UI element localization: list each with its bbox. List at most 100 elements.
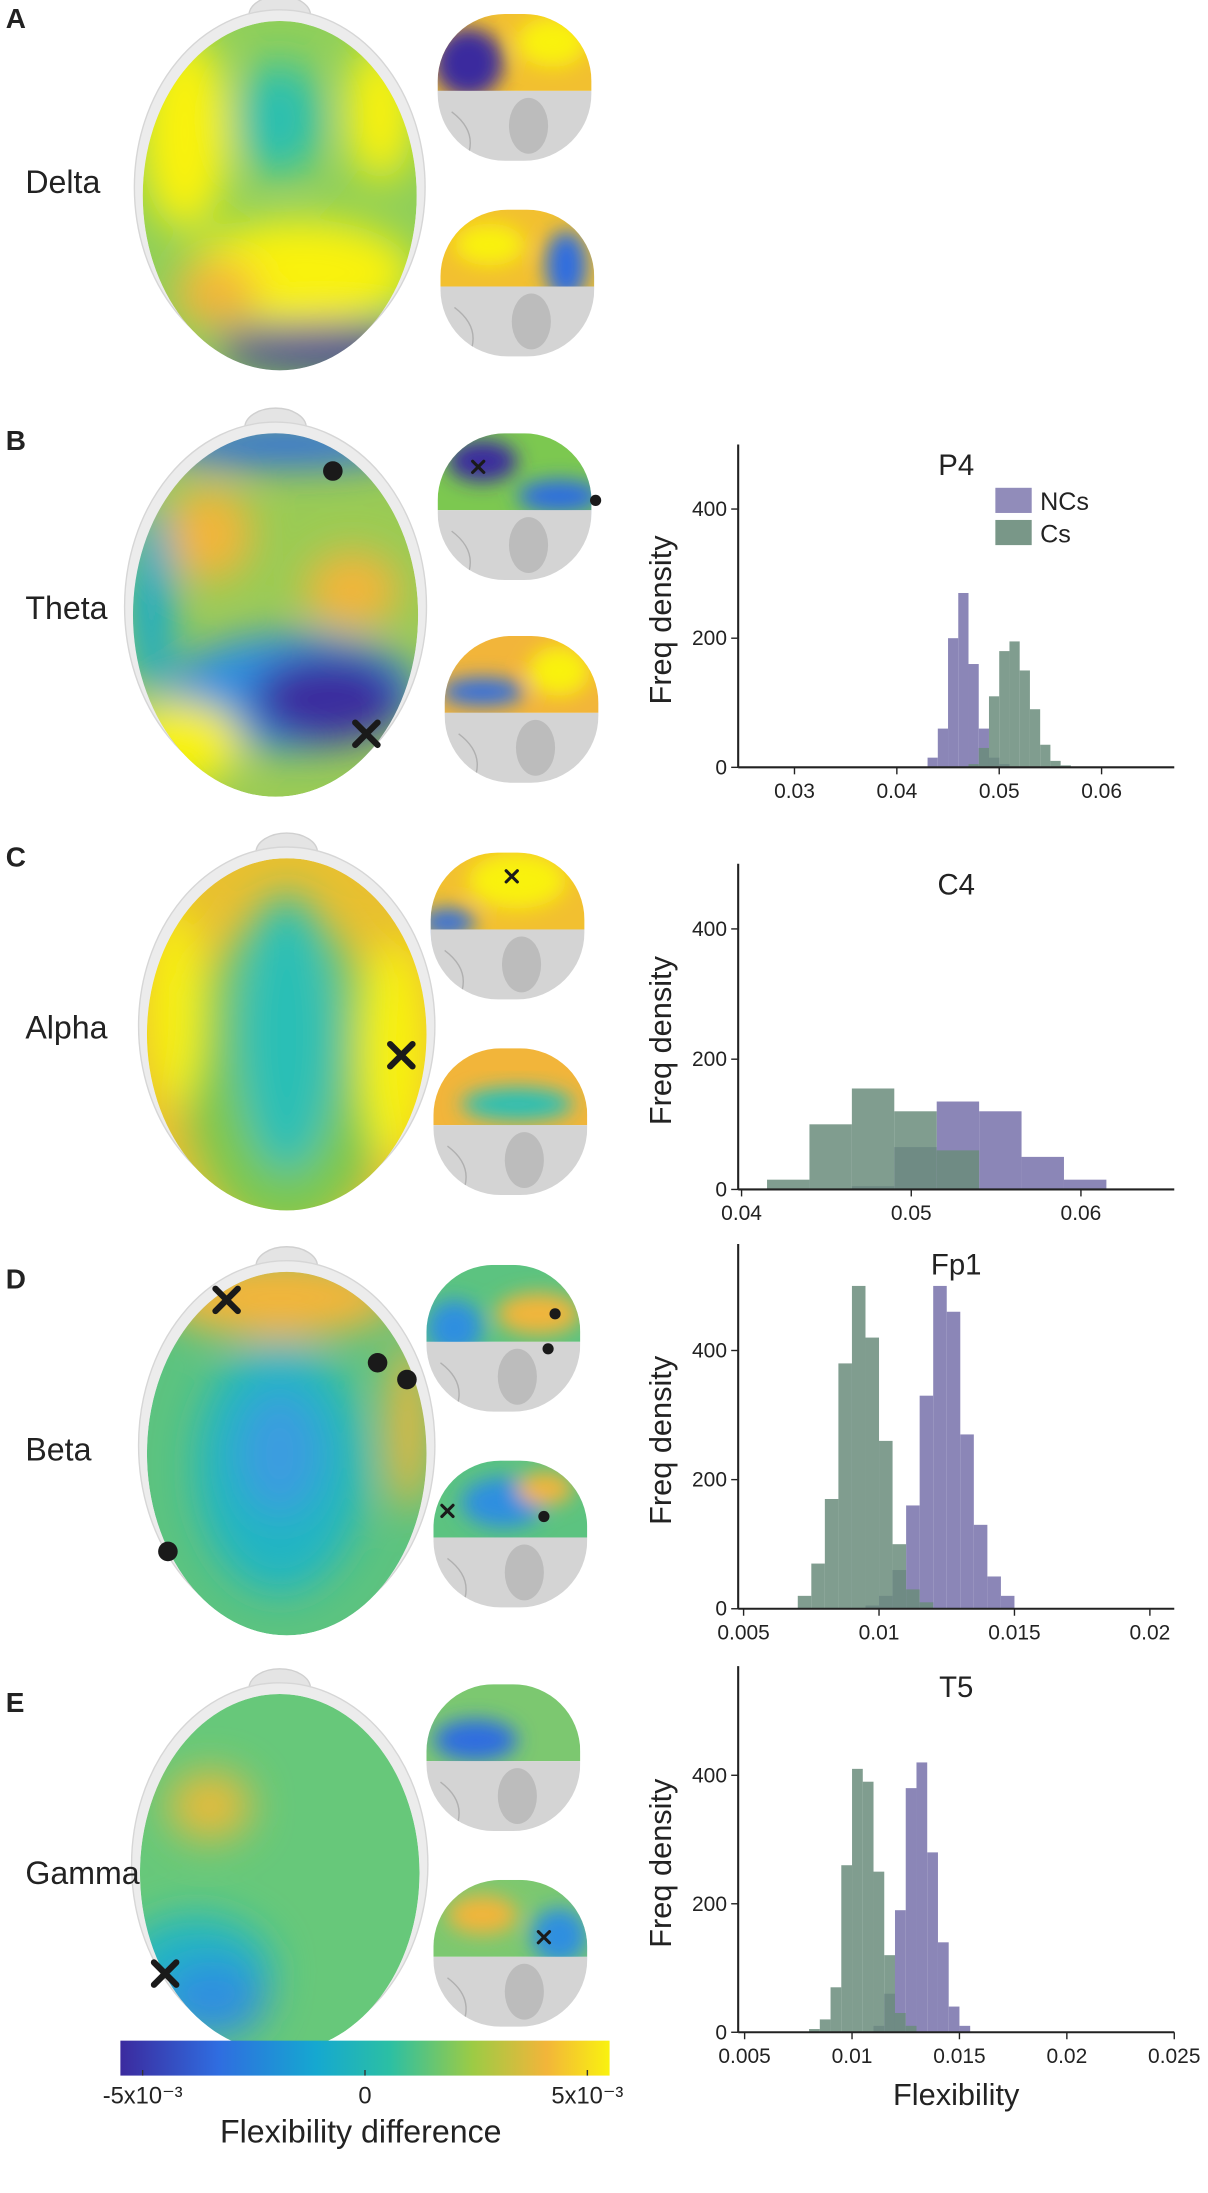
- mini-fill: [440, 209, 595, 357]
- mini-head: [437, 433, 592, 581]
- hist-bar: [894, 1910, 906, 2033]
- hist-bar: [1009, 641, 1020, 768]
- mini-fill: [437, 13, 592, 161]
- hist-bar: [978, 747, 989, 768]
- electrode-cross: [504, 869, 519, 884]
- y-axis-label: Freq density: [643, 1778, 678, 1948]
- hist-bar: [919, 1395, 934, 1609]
- hist-bar: [838, 1363, 852, 1609]
- mini-ear: [515, 719, 556, 776]
- y-axis-label: Freq density: [643, 1355, 678, 1525]
- mini-ear: [497, 1348, 537, 1405]
- y-tick-label: 200: [692, 1893, 727, 1916]
- hist-bar: [999, 651, 1010, 768]
- band-label: Alpha: [25, 1009, 107, 1045]
- mini-blobs: [444, 645, 591, 706]
- topomap: [137, 832, 436, 1211]
- topomap-blob: [216, 324, 417, 369]
- hist-bar: [968, 764, 979, 768]
- hist-bar: [851, 1285, 866, 1609]
- electrode-cross: [212, 1285, 241, 1315]
- hist-bar: [797, 1595, 812, 1609]
- electrode-cross: [471, 459, 486, 474]
- topomap-blob: [167, 486, 252, 582]
- colorbar-label: Flexibility difference: [220, 2114, 502, 2150]
- mini-head: [433, 1048, 588, 1196]
- hist-bar: [884, 1955, 895, 2033]
- mini-ear: [508, 97, 549, 154]
- hist-bar: [879, 1440, 893, 1609]
- y-tick-label: 0: [715, 1178, 727, 1201]
- band-label: Beta: [25, 1432, 91, 1468]
- topomap-blob: [528, 645, 591, 697]
- chart-title: C4: [937, 869, 975, 902]
- x-tick-label: 0.015: [933, 2045, 985, 2068]
- hist-bar: [824, 1498, 839, 1609]
- y-tick-label: 0: [715, 2021, 727, 2044]
- mini-head: [426, 1684, 581, 1831]
- topomap-blob: [167, 1770, 252, 1841]
- electrode-cross: [536, 1930, 552, 1945]
- colorbar: [120, 2040, 610, 2076]
- mini-head: [444, 635, 599, 783]
- mini-ear: [504, 1132, 544, 1189]
- x-tick-label: 0.02: [1129, 1622, 1170, 1645]
- mini-ear: [504, 1963, 544, 2020]
- legend-swatch: [995, 487, 1032, 513]
- y-tick-label: 400: [692, 498, 727, 521]
- x-tick-label: 0.005: [717, 1622, 769, 1645]
- band-label: Gamma: [25, 1855, 139, 1891]
- electrode-cross: [150, 1959, 180, 1988]
- hist-bar: [948, 2006, 960, 2033]
- hist-bar: [809, 1124, 852, 1190]
- topomap-blob: [531, 1907, 588, 1964]
- mini-head: [433, 1460, 588, 1608]
- panel-letter: C: [6, 842, 26, 873]
- hist-bar: [1029, 709, 1041, 768]
- band-label: Theta: [25, 590, 107, 626]
- hist-bar: [873, 1871, 885, 2033]
- x-tick-label: 0.05: [891, 1202, 932, 1225]
- topomap-blob: [236, 894, 338, 1175]
- hist-bar: [946, 1311, 961, 1609]
- mini-fill: [433, 1048, 588, 1196]
- panel-letter: D: [6, 1264, 26, 1295]
- electrode-dot: [397, 1369, 417, 1390]
- band-label: Delta: [25, 164, 100, 200]
- hist-bar: [968, 664, 979, 768]
- y-tick-label: 0: [715, 756, 727, 779]
- topomap-blob: [461, 1087, 574, 1121]
- hist-bar: [979, 1111, 1022, 1190]
- mini-ear: [511, 293, 551, 350]
- mini-blobs: [433, 1719, 518, 1762]
- hist-bar: [841, 1865, 853, 2033]
- topomap-blob: [545, 230, 588, 301]
- panel-letter: A: [6, 3, 26, 34]
- topomap-blob: [237, 62, 322, 175]
- mini-fill: [433, 1879, 588, 2027]
- mini-fill: [426, 1684, 581, 1831]
- mini-head: [437, 13, 592, 161]
- topomap-blob: [388, 1339, 427, 1513]
- hist-bar: [809, 2029, 820, 2033]
- mini-head: [433, 1879, 588, 2027]
- hist-bar: [865, 1337, 880, 1609]
- topomap: [137, 1246, 436, 1636]
- hist-bar: [927, 1852, 938, 2033]
- panel-letter: B: [6, 425, 26, 456]
- hist-bar: [830, 1987, 842, 2033]
- x-tick-label: 0.005: [718, 2045, 770, 2068]
- hist-bar: [894, 1111, 937, 1190]
- topomap-blob: [447, 1895, 518, 1935]
- x-tick-label: 0.03: [774, 780, 815, 803]
- hist-bar: [862, 1781, 874, 2033]
- mini-fill: [437, 433, 592, 581]
- electrode-dot: [158, 1541, 178, 1562]
- hist-bar: [767, 1179, 810, 1190]
- topomap-blob: [237, 1390, 322, 1517]
- y-tick-label: 400: [692, 1764, 727, 1787]
- electrode-dot: [590, 494, 602, 506]
- legend-label: NCs: [1040, 488, 1089, 516]
